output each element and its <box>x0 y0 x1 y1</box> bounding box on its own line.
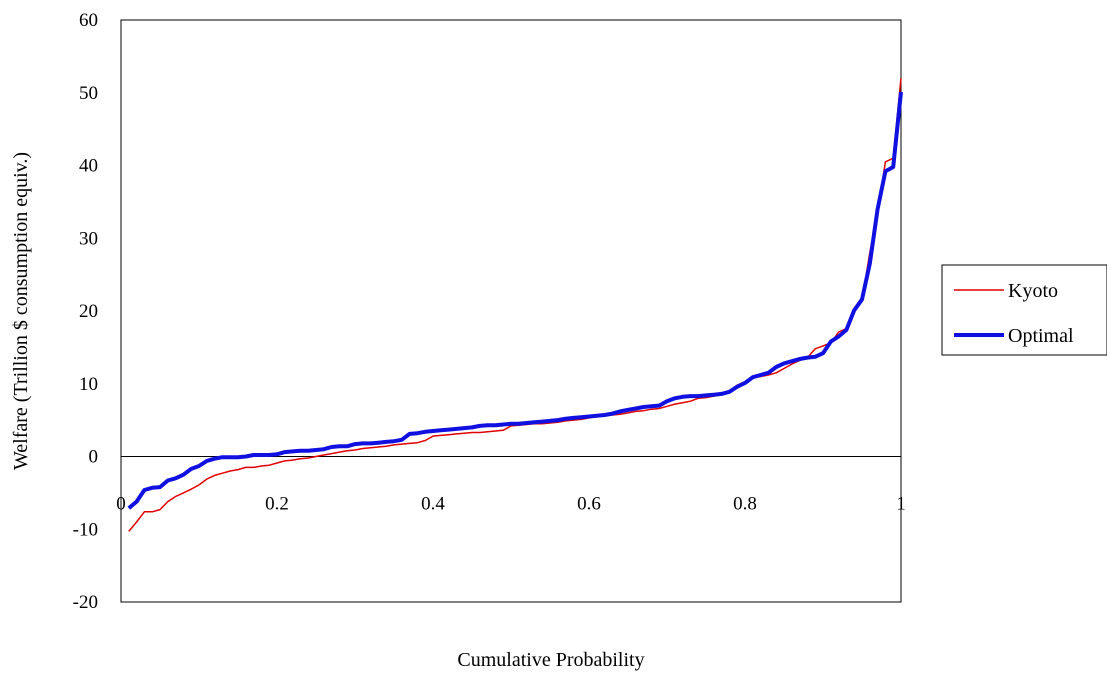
y-tick-label: 40 <box>79 156 98 177</box>
series-line-kyoto <box>128 78 902 532</box>
y-axis-title: Welfare (Trillion $ consumption equiv.) <box>10 152 32 470</box>
y-tick-label: 30 <box>79 228 98 249</box>
series-line-optimal <box>127 91 903 510</box>
x-tick-label: 0.2 <box>265 494 289 515</box>
y-axis-tick-labels: -20 -10 0 10 20 30 40 50 60 <box>73 10 98 613</box>
x-tick-label: 0.4 <box>421 494 445 515</box>
legend: Kyoto Optimal <box>941 264 1107 356</box>
y-tick-label: -20 <box>73 592 98 613</box>
plot-area-border <box>120 19 902 603</box>
legend-label-optimal: Optimal <box>1008 325 1074 347</box>
y-tick-label: 10 <box>79 374 98 395</box>
series-lines <box>127 78 903 532</box>
x-tick-label: 0.8 <box>733 494 757 515</box>
y-tick-label: 0 <box>89 447 99 468</box>
legend-box <box>941 264 1107 356</box>
x-tick-label: 0.6 <box>577 494 601 515</box>
y-tick-label: 50 <box>79 83 98 104</box>
x-tick-label: 1 <box>896 494 906 515</box>
y-tick-label: -10 <box>73 519 98 540</box>
x-axis-title: Cumulative Probability <box>457 649 644 671</box>
y-tick-label: 60 <box>79 10 98 31</box>
legend-label-kyoto: Kyoto <box>1008 280 1058 302</box>
x-tick-label: 0 <box>116 494 126 515</box>
y-tick-label: 20 <box>79 301 98 322</box>
x-axis-tick-labels: 0 0.2 0.4 0.6 0.8 1 <box>116 494 906 515</box>
